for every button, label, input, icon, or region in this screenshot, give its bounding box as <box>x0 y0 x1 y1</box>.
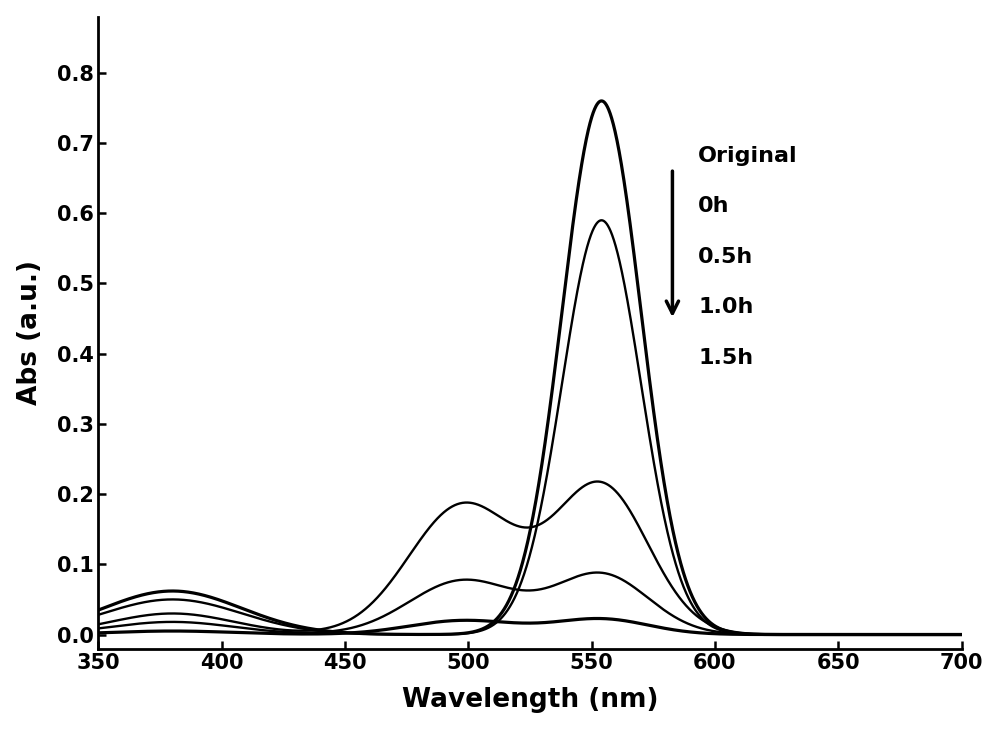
Text: 0.5h: 0.5h <box>698 247 754 266</box>
Text: 1.0h: 1.0h <box>698 297 754 318</box>
Text: 0h: 0h <box>698 196 730 216</box>
X-axis label: Wavelength (nm): Wavelength (nm) <box>402 688 658 713</box>
Text: 1.5h: 1.5h <box>698 348 753 368</box>
Text: Original: Original <box>698 146 798 166</box>
Y-axis label: Abs (a.u.): Abs (a.u.) <box>17 260 43 405</box>
